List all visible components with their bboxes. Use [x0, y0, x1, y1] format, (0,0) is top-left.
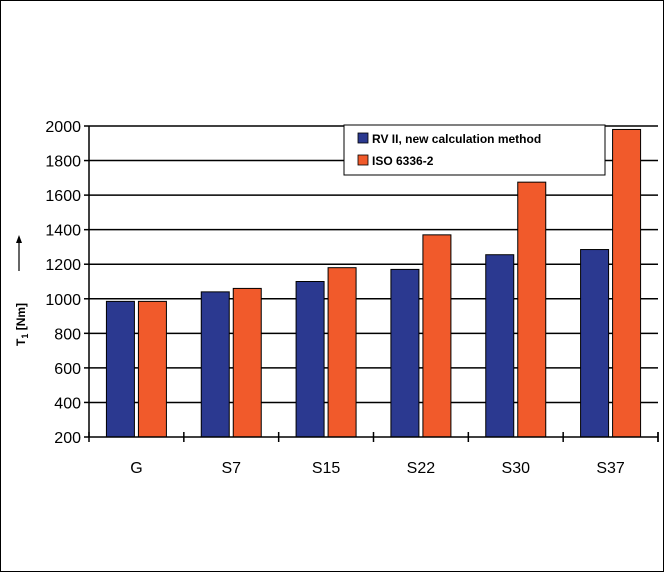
bar-S22-series-1 — [390, 268, 420, 438]
bar-S7-series-2 — [232, 287, 262, 438]
y-tick-label-1400: 1400 — [45, 223, 81, 240]
bar-S7-series-1 — [200, 291, 230, 438]
y-tick-labels: 200 400 600 800 1000 1200 1400 1600 1800 2000 — [45, 119, 81, 447]
y-tick-label-200: 200 — [54, 430, 81, 447]
bar-S30-series-2 — [517, 181, 547, 438]
legend-swatch-series-1 — [357, 132, 369, 144]
bars — [105, 128, 642, 438]
y-tick-label-1800: 1800 — [45, 154, 81, 171]
x-category-label-G: G — [130, 460, 142, 477]
y-tick-label-1200: 1200 — [45, 257, 81, 274]
bar-S15-series-1 — [295, 281, 325, 438]
y-tick-label-1000: 1000 — [45, 292, 81, 309]
x-category-label-S37: S37 — [596, 460, 625, 477]
y-axis-label-subscript: 1 — [20, 334, 30, 339]
legend-swatch-series-2 — [357, 154, 369, 166]
y-axis-arrow-icon — [16, 235, 22, 271]
y-axis-label-unit: [Nm] — [14, 303, 28, 334]
y-axis-label-text: T1 [Nm] — [14, 303, 30, 346]
bar-S15-series-2 — [327, 267, 357, 438]
y-tick-label-400: 400 — [54, 395, 81, 412]
x-category-label-S22: S22 — [407, 460, 436, 477]
x-category-label-S7: S7 — [221, 460, 241, 477]
legend-label-series-1: RV II, new calculation method — [372, 132, 541, 146]
bar-G-series-2 — [137, 300, 167, 438]
legend-label-series-2: ISO 6336-2 — [372, 154, 434, 168]
y-tick-label-1600: 1600 — [45, 188, 81, 205]
bar-S22-series-2 — [422, 234, 452, 438]
y-tick-label-600: 600 — [54, 361, 81, 378]
y-axis-label: T1 [Nm] — [14, 235, 30, 346]
axes — [84, 125, 659, 442]
bar-S30-series-1 — [485, 254, 515, 438]
y-tick-label-800: 800 — [54, 326, 81, 343]
bar-S37-series-2 — [612, 128, 642, 438]
x-category-label-S15: S15 — [312, 460, 341, 477]
y-axis-label-symbol: T — [14, 338, 28, 346]
y-tick-label-2000: 2000 — [45, 119, 81, 136]
x-category-labels: G S7 S15 S22 S30 S37 — [130, 460, 625, 477]
legend: RV II, new calculation method ISO 6336-2 — [343, 124, 606, 176]
legend-box — [343, 124, 606, 176]
bar-S37-series-1 — [580, 249, 610, 438]
bar-G-series-1 — [105, 300, 135, 438]
x-category-label-S30: S30 — [502, 460, 531, 477]
